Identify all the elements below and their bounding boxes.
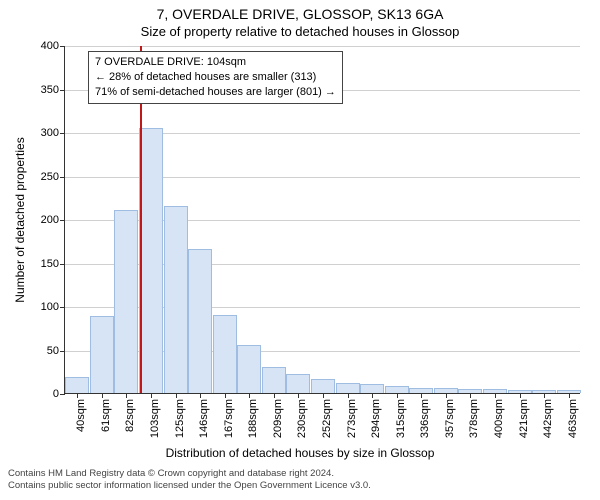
histogram-bar — [336, 383, 360, 393]
x-tick-mark — [446, 393, 447, 398]
x-tick-mark — [200, 393, 201, 398]
x-tick-label: 357sqm — [444, 399, 456, 438]
x-tick-mark — [126, 393, 127, 398]
x-tick-label: 103sqm — [149, 399, 161, 438]
y-tick-label: 350 — [41, 84, 65, 96]
x-tick-label: 61sqm — [100, 399, 112, 432]
x-tick-mark — [520, 393, 521, 398]
x-tick-label: 167sqm — [223, 399, 235, 438]
histogram-bar — [262, 367, 286, 393]
x-tick-mark — [274, 393, 275, 398]
histogram-bar — [90, 316, 114, 393]
attribution-line: Contains HM Land Registry data © Crown c… — [8, 468, 371, 480]
annotation-line: ← 28% of detached houses are smaller (31… — [95, 70, 336, 85]
attribution-line: Contains public sector information licen… — [8, 480, 371, 492]
y-tick-label: 50 — [47, 345, 65, 357]
histogram-bar — [139, 128, 163, 393]
x-tick-label: 294sqm — [370, 399, 382, 438]
x-axis-label: Distribution of detached houses by size … — [0, 446, 600, 460]
histogram-bar — [188, 249, 212, 393]
histogram-bar — [164, 206, 188, 393]
histogram-bar — [114, 210, 138, 393]
x-tick-label: 315sqm — [395, 399, 407, 438]
annotation-line: 7 OVERDALE DRIVE: 104sqm — [95, 55, 336, 70]
x-tick-label: 463sqm — [567, 399, 579, 438]
x-tick-mark — [348, 393, 349, 398]
chart-container: 7, OVERDALE DRIVE, GLOSSOP, SK13 6GA Siz… — [0, 0, 600, 500]
y-tick-label: 0 — [53, 388, 65, 400]
x-tick-mark — [77, 393, 78, 398]
x-tick-mark — [495, 393, 496, 398]
y-tick-label: 400 — [41, 40, 65, 52]
y-tick-label: 200 — [41, 214, 65, 226]
x-tick-mark — [421, 393, 422, 398]
x-tick-label: 400sqm — [493, 399, 505, 438]
y-tick-label: 100 — [41, 301, 65, 313]
x-tick-mark — [569, 393, 570, 398]
chart-title-line2: Size of property relative to detached ho… — [0, 24, 600, 39]
x-tick-mark — [151, 393, 152, 398]
histogram-bar — [286, 374, 310, 393]
gridline-h — [65, 46, 580, 47]
x-tick-mark — [544, 393, 545, 398]
attribution-text: Contains HM Land Registry data © Crown c… — [8, 468, 371, 493]
x-tick-label: 442sqm — [542, 399, 554, 438]
y-tick-label: 300 — [41, 127, 65, 139]
x-tick-label: 273sqm — [346, 399, 358, 438]
x-tick-mark — [176, 393, 177, 398]
x-tick-label: 146sqm — [198, 399, 210, 438]
x-tick-mark — [102, 393, 103, 398]
x-tick-mark — [249, 393, 250, 398]
x-tick-mark — [372, 393, 373, 398]
x-tick-mark — [225, 393, 226, 398]
x-tick-label: 230sqm — [296, 399, 308, 438]
y-axis-label: Number of detached properties — [13, 137, 27, 302]
chart-title-line1: 7, OVERDALE DRIVE, GLOSSOP, SK13 6GA — [0, 6, 600, 22]
histogram-bar — [65, 377, 89, 393]
x-tick-label: 252sqm — [321, 399, 333, 438]
histogram-bar — [237, 345, 261, 393]
x-tick-mark — [323, 393, 324, 398]
x-tick-label: 378sqm — [468, 399, 480, 438]
x-tick-label: 40sqm — [75, 399, 87, 432]
histogram-bar — [311, 379, 335, 393]
x-tick-mark — [397, 393, 398, 398]
x-tick-label: 125sqm — [174, 399, 186, 438]
histogram-bar — [360, 384, 384, 393]
annotation-box: 7 OVERDALE DRIVE: 104sqm ← 28% of detach… — [88, 51, 343, 104]
x-tick-label: 82sqm — [124, 399, 136, 432]
x-tick-mark — [298, 393, 299, 398]
x-tick-label: 421sqm — [518, 399, 530, 438]
histogram-bar — [213, 315, 237, 393]
x-tick-label: 336sqm — [419, 399, 431, 438]
annotation-line: 71% of semi-detached houses are larger (… — [95, 85, 336, 100]
x-tick-label: 209sqm — [272, 399, 284, 438]
histogram-bar — [385, 386, 409, 393]
x-tick-label: 188sqm — [247, 399, 259, 438]
y-tick-label: 250 — [41, 171, 65, 183]
y-tick-label: 150 — [41, 258, 65, 270]
x-tick-mark — [470, 393, 471, 398]
